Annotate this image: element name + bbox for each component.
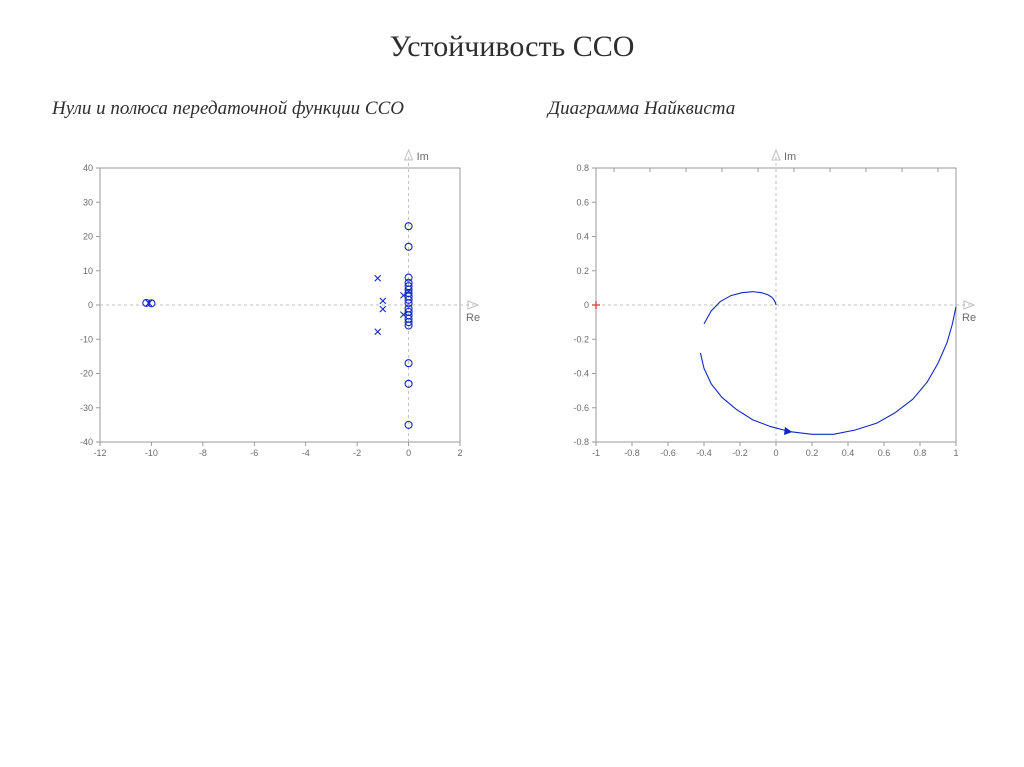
svg-text:-40: -40	[80, 437, 93, 447]
svg-text:Im: Im	[784, 151, 796, 163]
svg-text:-0.8: -0.8	[573, 437, 589, 447]
right-subtitle: Диаграмма Найквиста	[540, 98, 735, 120]
svg-text:-0.2: -0.2	[732, 448, 748, 458]
left-subtitle: Нули и полюса передаточной функции ССО	[44, 98, 404, 120]
svg-text:0: 0	[88, 300, 93, 310]
svg-text:-12: -12	[93, 448, 106, 458]
svg-text:0.4: 0.4	[842, 448, 855, 458]
svg-text:Re: Re	[466, 312, 480, 324]
nyquist-svg: ImRe-1-0.8-0.6-0.4-0.200.20.40.60.81-0.8…	[540, 144, 980, 484]
svg-text:-4: -4	[302, 448, 310, 458]
svg-text:40: 40	[83, 163, 93, 173]
svg-text:-6: -6	[250, 448, 258, 458]
svg-text:0: 0	[773, 448, 778, 458]
svg-text:0.2: 0.2	[806, 448, 819, 458]
svg-text:-0.4: -0.4	[696, 448, 712, 458]
svg-text:0.6: 0.6	[878, 448, 891, 458]
svg-text:0: 0	[406, 448, 411, 458]
svg-text:-8: -8	[199, 448, 207, 458]
svg-text:20: 20	[83, 232, 93, 242]
svg-text:0.8: 0.8	[914, 448, 927, 458]
right-column: Диаграмма Найквиста ImRe-1-0.8-0.6-0.4-0…	[540, 98, 980, 489]
svg-text:Im: Im	[417, 151, 429, 163]
svg-text:-0.6: -0.6	[573, 403, 589, 413]
svg-text:-1: -1	[592, 448, 600, 458]
svg-text:-20: -20	[80, 369, 93, 379]
pole-zero-chart: ImRe-12-10-8-6-4-202-40-30-20-1001020304…	[44, 144, 484, 489]
nyquist-chart: ImRe-1-0.8-0.6-0.4-0.200.20.40.60.81-0.8…	[540, 144, 980, 489]
svg-text:-0.4: -0.4	[573, 369, 589, 379]
svg-text:-0.2: -0.2	[573, 334, 589, 344]
svg-text:0: 0	[584, 300, 589, 310]
left-column: Нули и полюса передаточной функции ССО I…	[44, 98, 484, 489]
svg-text:-10: -10	[145, 448, 158, 458]
svg-text:-0.8: -0.8	[624, 448, 640, 458]
svg-text:10: 10	[83, 266, 93, 276]
svg-text:0.8: 0.8	[576, 163, 589, 173]
pole-zero-svg: ImRe-12-10-8-6-4-202-40-30-20-1001020304…	[44, 144, 484, 484]
svg-text:-0.6: -0.6	[660, 448, 676, 458]
svg-text:2: 2	[457, 448, 462, 458]
svg-text:-30: -30	[80, 403, 93, 413]
page-title: Устойчивость ССО	[0, 0, 1024, 98]
svg-text:-10: -10	[80, 334, 93, 344]
svg-text:0.6: 0.6	[576, 197, 589, 207]
svg-text:0.2: 0.2	[576, 266, 589, 276]
svg-text:30: 30	[83, 197, 93, 207]
svg-text:Re: Re	[962, 312, 976, 324]
svg-text:-2: -2	[353, 448, 361, 458]
svg-text:0.4: 0.4	[576, 232, 589, 242]
columns: Нули и полюса передаточной функции ССО I…	[0, 98, 1024, 489]
svg-text:1: 1	[953, 448, 958, 458]
